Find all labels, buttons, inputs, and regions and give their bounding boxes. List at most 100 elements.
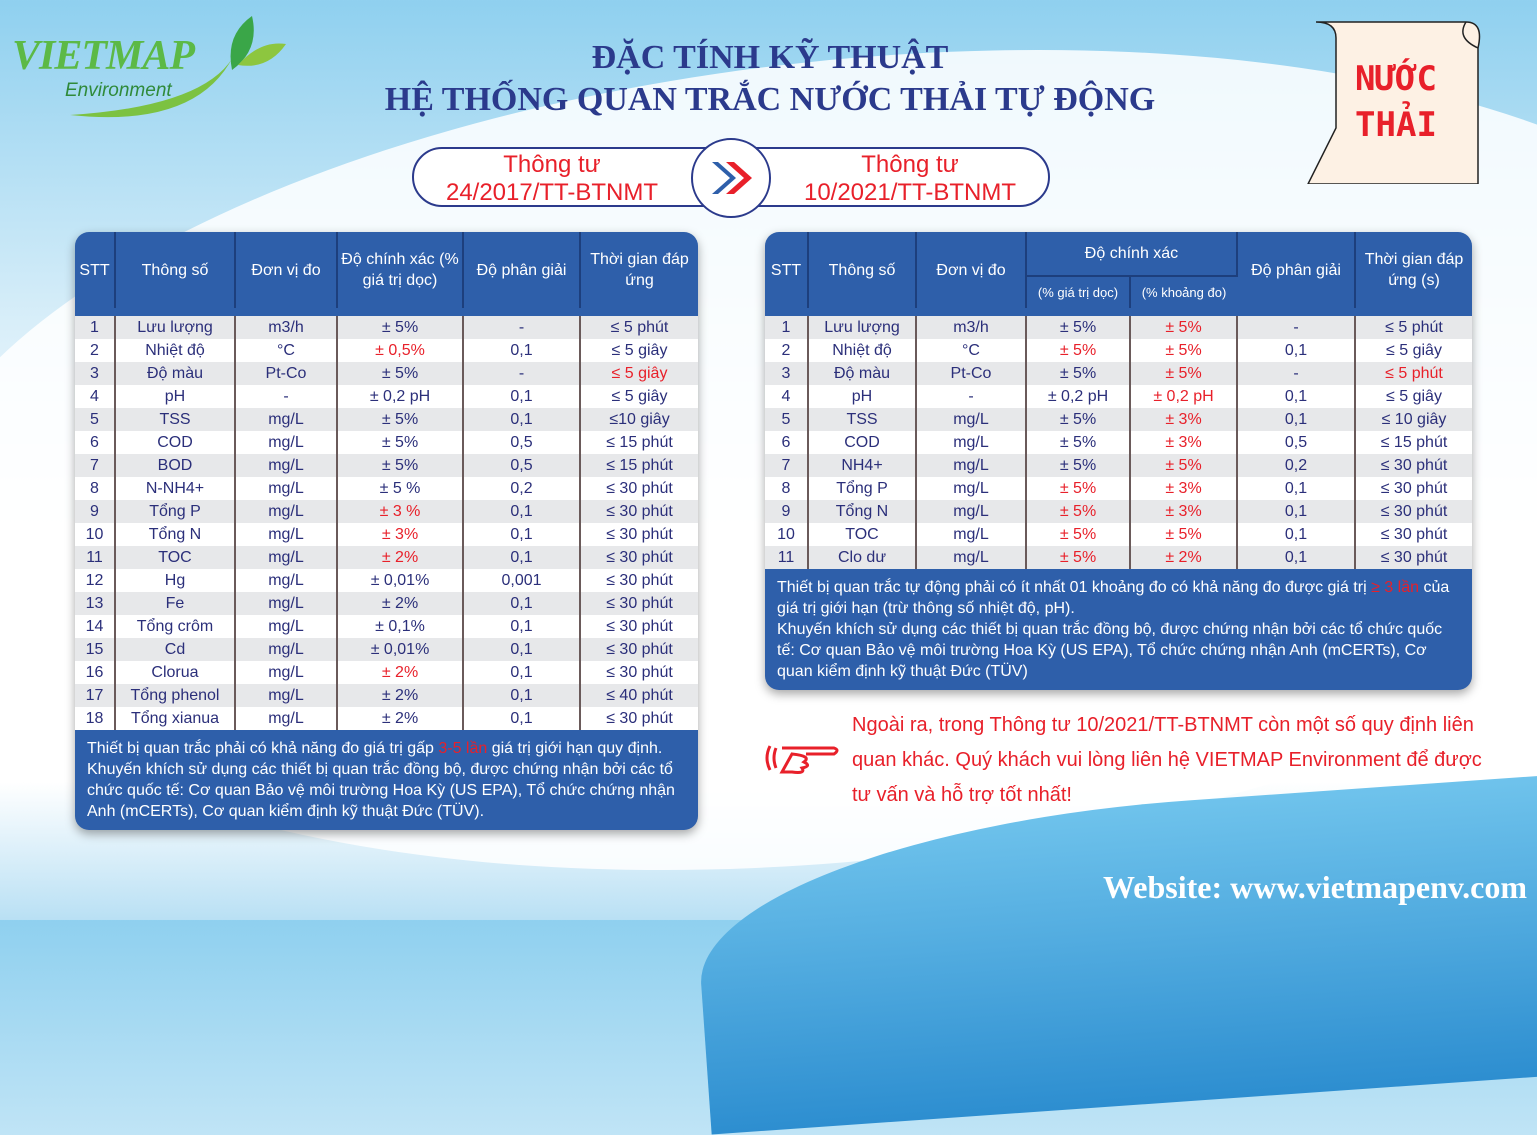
- table-cell: -: [916, 385, 1027, 408]
- column-header: Thông số: [115, 232, 236, 308]
- column-header: Đơn vị đo: [235, 232, 338, 308]
- table-cell: mg/L: [235, 592, 338, 615]
- table-cell: 0,5: [463, 454, 581, 477]
- table-cell: mg/L: [235, 523, 338, 546]
- old-circular-l2: 24/2017/TT-BTNMT: [445, 179, 659, 206]
- page-title-line1: ĐẶC TÍNH KỸ THUẬT: [591, 39, 949, 76]
- table-cell: Lưu lượng: [115, 316, 236, 339]
- table-cell: ± 5%: [1026, 339, 1131, 362]
- table-cell: ± 5%: [1026, 477, 1131, 500]
- table-cell: mg/L: [916, 546, 1027, 569]
- left-table-note: Thiết bị quan trắc phải có khả năng đo g…: [75, 730, 698, 830]
- table-cell: Độ màu: [808, 362, 917, 385]
- table-cell: ± 0,5%: [337, 339, 464, 362]
- table-cell: ≤ 30 phút: [580, 707, 698, 730]
- note-text: Thiết bị quan trắc tự động phải có ít nh…: [777, 579, 1372, 596]
- table-row: 2 Nhiệt độ °C ± 0,5% 0,1 ≤ 5 giây: [75, 339, 698, 362]
- column-header: Độ phân giải: [463, 232, 581, 308]
- table-cell: ≤ 10 giây: [1355, 408, 1472, 431]
- table-cell: 10: [75, 523, 116, 546]
- badge-line2: THẢI: [1355, 105, 1437, 145]
- table-cell: 0,1: [1237, 500, 1356, 523]
- new-circular-l1: Thông tư: [861, 151, 959, 178]
- table-cell: mg/L: [916, 500, 1027, 523]
- website-link[interactable]: Website: www.vietmapenv.com: [1103, 869, 1527, 905]
- table-cell: mg/L: [235, 546, 338, 569]
- table-row: 17 Tổng phenol mg/L ± 2% 0,1 ≤ 40 phút: [75, 684, 698, 707]
- table-cell: ≤ 30 phút: [580, 592, 698, 615]
- table-cell: 2: [765, 339, 809, 362]
- table-cell: Pt-Co: [235, 362, 338, 385]
- table-cell: 0,1: [463, 707, 581, 730]
- note-highlight: 3-5 lần: [438, 740, 488, 757]
- table-row: 14 Tổng crôm mg/L ± 0,1% 0,1 ≤ 30 phút: [75, 615, 698, 638]
- table-cell: TOC: [808, 523, 917, 546]
- new-circular-l2: 10/2021/TT-BTNMT: [803, 179, 1017, 206]
- table-cell: ± 5%: [1026, 546, 1131, 569]
- table-cell: 5: [75, 408, 116, 431]
- logo-subtitle: Environment: [65, 80, 172, 101]
- note-text: Khuyến khích sử dụng các thiết bị quan t…: [87, 761, 675, 820]
- table-cell: Clorua: [115, 661, 236, 684]
- table-cell: ≤ 30 phút: [1355, 500, 1472, 523]
- table-cell: -: [1237, 362, 1356, 385]
- callout-text: Ngoài ra, trong Thông tư 10/2021/TT-BTNM…: [852, 714, 1482, 806]
- table-cell: ≤ 30 phút: [580, 661, 698, 684]
- table-cell: ± 5%: [337, 316, 464, 339]
- table-cell: ≤ 30 phút: [580, 569, 698, 592]
- table-cell: ± 5%: [1130, 316, 1238, 339]
- leaf-icon: [70, 16, 286, 118]
- column-header: Độ chính xác (% giá trị dọc): [337, 232, 464, 308]
- table-cell: mg/L: [916, 454, 1027, 477]
- table-cell: ± 5%: [1130, 523, 1238, 546]
- table-cell: Tổng xianua: [115, 707, 236, 730]
- table-cell: 0,1: [1237, 546, 1356, 569]
- table-cell: 11: [765, 546, 809, 569]
- table-cell: ≤ 5 phút: [1355, 316, 1472, 339]
- table-cell: 0,1: [463, 523, 581, 546]
- table-row: 18 Tổng xianua mg/L ± 2% 0,1 ≤ 30 phút: [75, 707, 698, 730]
- table-cell: 3: [75, 362, 116, 385]
- old-circular-l1: Thông tư: [503, 151, 601, 178]
- table-cell: ± 0,2 pH: [1130, 385, 1238, 408]
- double-chevron-right-icon: [691, 138, 771, 218]
- table-cell: 12: [75, 569, 116, 592]
- table-cell: ± 5%: [1130, 362, 1238, 385]
- table-cell: ± 5%: [1026, 523, 1131, 546]
- table-cell: Pt-Co: [916, 362, 1027, 385]
- table-cell: 0,1: [1237, 339, 1356, 362]
- column-header: Thông số: [808, 232, 917, 308]
- table-row: 6 COD mg/L ± 5% 0,5 ≤ 15 phút: [75, 431, 698, 454]
- table-row: 7 NH4+ mg/L ± 5% ± 5% 0,2 ≤ 30 phút: [765, 454, 1472, 477]
- table-cell: 8: [765, 477, 809, 500]
- table-cell: 0,1: [1237, 408, 1356, 431]
- table-cell: ≤ 30 phút: [580, 615, 698, 638]
- table-cell: ± 5%: [337, 454, 464, 477]
- table-cell: ± 2%: [337, 661, 464, 684]
- table-cell: 0,5: [463, 431, 581, 454]
- table-cell: Clo dư: [808, 546, 917, 569]
- table-cell: mg/L: [916, 408, 1027, 431]
- table-cell: 0,1: [463, 385, 581, 408]
- table-cell: 0,1: [1237, 477, 1356, 500]
- table-row: 10 TOC mg/L ± 5% ± 5% 0,1 ≤ 30 phút: [765, 523, 1472, 546]
- logo-brand: VIETMAP: [12, 33, 195, 79]
- table-cell: ± 5%: [1026, 454, 1131, 477]
- table-cell: mg/L: [235, 707, 338, 730]
- page-title-line2: HỆ THỐNG QUAN TRẮC NƯỚC THẢI TỰ ĐỘNG: [384, 81, 1156, 118]
- table-cell: ± 3%: [1130, 477, 1238, 500]
- table-cell: 0,001: [463, 569, 581, 592]
- table-cell: °C: [916, 339, 1027, 362]
- table-cell: 2: [75, 339, 116, 362]
- vietmap-logo: VIETMAP Environment: [10, 10, 290, 120]
- table-cell: ≤ 30 phút: [1355, 454, 1472, 477]
- pointing-hand-icon: [765, 745, 839, 774]
- table-cell: 0,1: [463, 500, 581, 523]
- table-cell: ± 3%: [1130, 408, 1238, 431]
- table-cell: Fe: [115, 592, 236, 615]
- table-cell: 0,1: [463, 638, 581, 661]
- table-cell: ≤ 30 phút: [580, 477, 698, 500]
- table-cell: ± 0,1%: [337, 615, 464, 638]
- table-cell: ± 5%: [337, 362, 464, 385]
